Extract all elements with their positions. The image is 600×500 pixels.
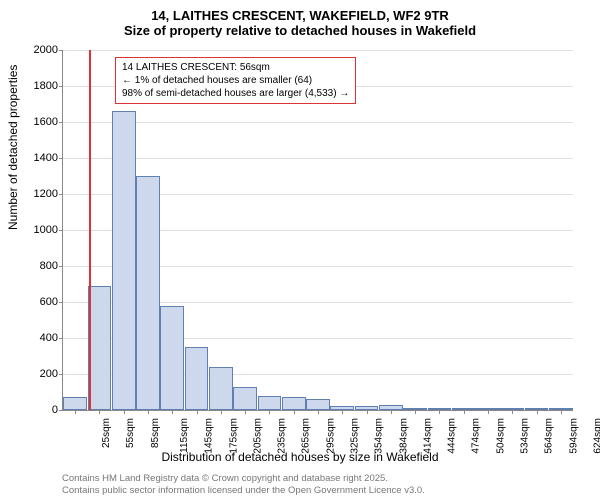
ytick-label: 1600: [34, 116, 58, 128]
histogram-bar: [306, 399, 330, 410]
ytick-mark: [59, 410, 63, 411]
xtick-mark: [124, 410, 125, 414]
ytick-mark: [59, 86, 63, 87]
ytick-label: 200: [40, 368, 58, 380]
ytick-label: 400: [40, 332, 58, 344]
ytick-mark: [59, 194, 63, 195]
xtick-mark: [415, 410, 416, 414]
xtick-mark: [99, 410, 100, 414]
xtick-label: 145sqm: [204, 418, 215, 454]
plot-area: 14 LAITHES CRESCENT: 56sqm← 1% of detach…: [62, 50, 573, 411]
xtick-label: 354sqm: [374, 418, 385, 454]
chart-container: 14, LAITHES CRESCENT, WAKEFIELD, WF2 9TR…: [0, 0, 600, 500]
xtick-mark: [197, 410, 198, 414]
xtick-label: 414sqm: [422, 418, 433, 454]
xtick-mark: [561, 410, 562, 414]
ytick-mark: [59, 374, 63, 375]
chart-title-address: 14, LAITHES CRESCENT, WAKEFIELD, WF2 9TR: [0, 0, 600, 23]
xtick-label: 55sqm: [125, 418, 136, 448]
xtick-label: 25sqm: [101, 418, 112, 448]
ytick-label: 1400: [34, 152, 58, 164]
xtick-label: 444sqm: [447, 418, 458, 454]
xtick-mark: [172, 410, 173, 414]
ytick-mark: [59, 158, 63, 159]
xtick-label: 175sqm: [228, 418, 239, 454]
histogram-bar: [185, 347, 209, 410]
ytick-label: 1800: [34, 80, 58, 92]
xtick-label: 235sqm: [277, 418, 288, 454]
ytick-label: 1000: [34, 224, 58, 236]
footer-line2: Contains public sector information licen…: [62, 485, 425, 496]
footer-line1: Contains HM Land Registry data © Crown c…: [62, 473, 425, 484]
xtick-mark: [367, 410, 368, 414]
xtick-mark: [221, 410, 222, 414]
xtick-mark: [391, 410, 392, 414]
xtick-label: 384sqm: [398, 418, 409, 454]
xtick-label: 325sqm: [350, 418, 361, 454]
annotation-line1: 14 LAITHES CRESCENT: 56sqm: [122, 61, 349, 74]
xtick-label: 534sqm: [520, 418, 531, 454]
y-axis-label: Number of detached properties: [6, 65, 20, 230]
ytick-label: 0: [52, 404, 58, 416]
ytick-mark: [59, 122, 63, 123]
xtick-mark: [148, 410, 149, 414]
xtick-label: 295sqm: [325, 418, 336, 454]
histogram-bar: [258, 396, 282, 410]
xtick-mark: [488, 410, 489, 414]
xtick-mark: [318, 410, 319, 414]
annotation-line2: ← 1% of detached houses are smaller (64): [122, 74, 349, 87]
xtick-mark: [537, 410, 538, 414]
histogram-bar: [136, 176, 160, 410]
xtick-label: 474sqm: [471, 418, 482, 454]
histogram-bar: [160, 306, 184, 410]
xtick-label: 205sqm: [252, 418, 263, 454]
xtick-mark: [245, 410, 246, 414]
xtick-label: 265sqm: [301, 418, 312, 454]
annotation-line3: 98% of semi-detached houses are larger (…: [122, 87, 349, 100]
gridline: [63, 122, 573, 123]
ytick-label: 600: [40, 296, 58, 308]
xtick-mark: [342, 410, 343, 414]
ytick-mark: [59, 302, 63, 303]
ytick-label: 2000: [34, 44, 58, 56]
histogram-bar: [209, 367, 233, 410]
ytick-mark: [59, 266, 63, 267]
xtick-label: 115sqm: [179, 418, 190, 453]
gridline: [63, 50, 573, 51]
xtick-mark: [269, 410, 270, 414]
histogram-bar: [88, 286, 112, 410]
xtick-label: 504sqm: [495, 418, 506, 454]
ytick-label: 1200: [34, 188, 58, 200]
gridline: [63, 158, 573, 159]
chart-title-description: Size of property relative to detached ho…: [0, 23, 600, 42]
xtick-mark: [75, 410, 76, 414]
xtick-label: 85sqm: [150, 418, 161, 448]
histogram-bar: [63, 397, 87, 410]
property-marker-line: [89, 50, 91, 410]
histogram-bar: [282, 397, 306, 410]
annotation-box: 14 LAITHES CRESCENT: 56sqm← 1% of detach…: [115, 57, 356, 104]
histogram-bar: [112, 111, 136, 410]
xtick-mark: [439, 410, 440, 414]
xtick-mark: [512, 410, 513, 414]
xtick-label: 624sqm: [592, 418, 600, 454]
xtick-label: 594sqm: [568, 418, 579, 454]
footer-attribution: Contains HM Land Registry data © Crown c…: [62, 473, 425, 496]
xtick-mark: [464, 410, 465, 414]
xtick-mark: [294, 410, 295, 414]
xtick-label: 564sqm: [544, 418, 555, 454]
histogram-bar: [233, 387, 257, 410]
ytick-label: 800: [40, 260, 58, 272]
ytick-mark: [59, 338, 63, 339]
ytick-mark: [59, 50, 63, 51]
ytick-mark: [59, 230, 63, 231]
